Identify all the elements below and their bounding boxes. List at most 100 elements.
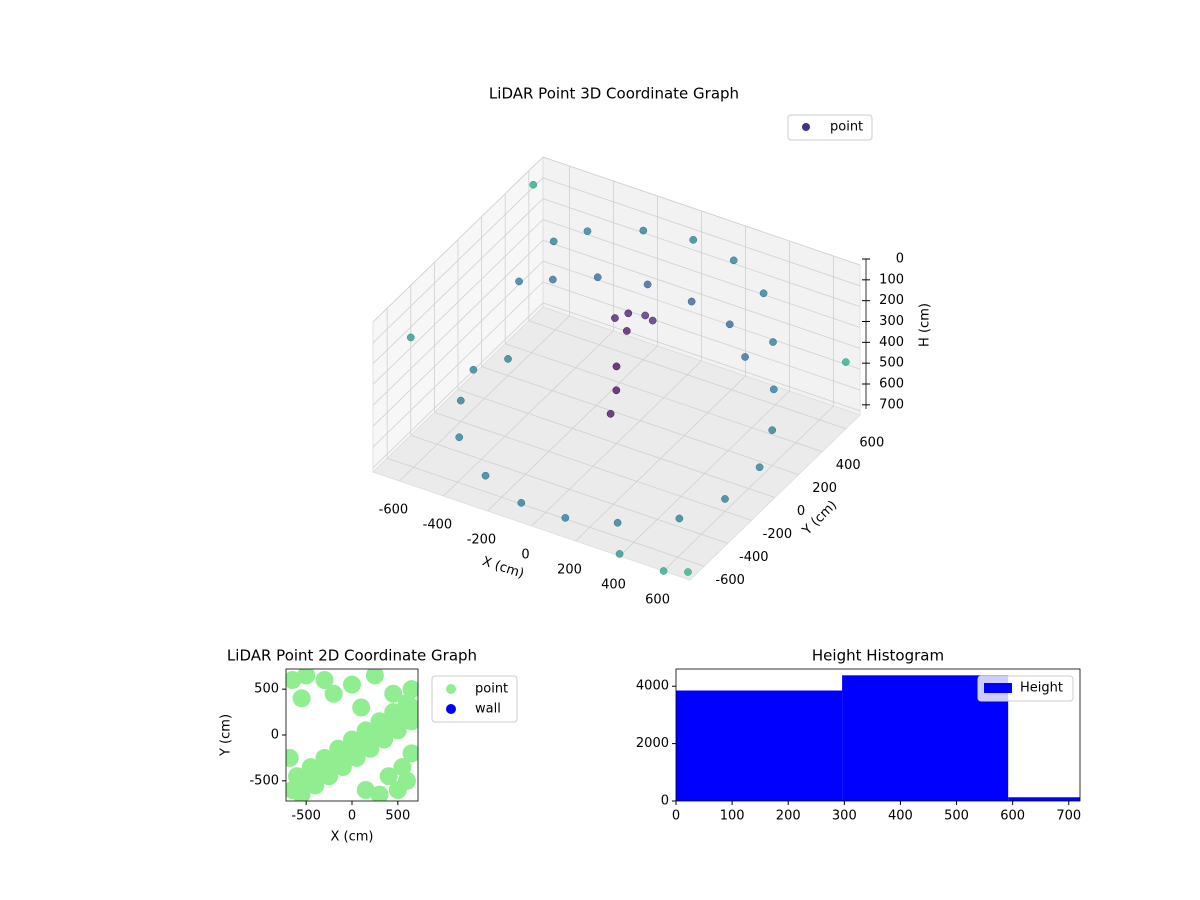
x-tick-label: -600 [379, 503, 409, 518]
y-tick-label: 2000 [636, 736, 669, 751]
point [622, 327, 631, 335]
point [759, 289, 768, 298]
point [402, 744, 418, 763]
point [388, 721, 407, 740]
z-tick-label: 200 [879, 293, 904, 308]
point [684, 568, 692, 576]
chart-title: Height Histogram [812, 647, 944, 665]
point [583, 227, 592, 236]
point [398, 693, 416, 712]
point [643, 280, 652, 289]
x-tick-label: 600 [645, 593, 670, 608]
x-tick-label: -400 [423, 518, 453, 533]
grid-line [410, 434, 728, 544]
point [689, 236, 698, 244]
point [402, 712, 418, 731]
point [624, 309, 633, 318]
grid-line [372, 198, 544, 364]
y-axis-label: Y (cm) [219, 714, 234, 757]
z-tick-label: 400 [879, 335, 904, 350]
legend-box [977, 675, 1074, 702]
chart-title: LiDAR Point 2D Coordinate Graph [227, 647, 477, 665]
grid-line [542, 219, 861, 328]
legend-label: Height [1020, 681, 1063, 696]
plot-area [286, 669, 418, 801]
point [329, 739, 348, 758]
point [606, 409, 615, 418]
point [324, 684, 343, 703]
legend-marker [802, 123, 810, 131]
x-tick-label: 0 [672, 809, 680, 824]
point [769, 338, 777, 346]
point [841, 358, 850, 366]
point [356, 781, 375, 799]
y-tick-label: -200 [763, 527, 793, 542]
x-tick-label: 100 [720, 809, 745, 824]
y-tick-label: 0 [661, 794, 669, 809]
point [755, 463, 764, 472]
point [729, 256, 738, 265]
point [639, 226, 648, 235]
legend: point wall [431, 675, 518, 723]
y-tick-label: 0 [271, 728, 279, 743]
point [352, 698, 371, 717]
z-tick-label: 0 [896, 252, 904, 267]
point [292, 689, 311, 708]
point [615, 550, 624, 558]
point [384, 684, 403, 703]
point [515, 277, 523, 286]
z-tick-label: 100 [879, 272, 904, 287]
point [297, 669, 316, 685]
point [356, 721, 375, 740]
grid-line [481, 366, 799, 475]
z-axis-label: H (cm) [918, 303, 933, 347]
y-tick-label: 0 [797, 504, 805, 519]
x-tick-label: 400 [601, 578, 626, 593]
point [320, 767, 339, 786]
point [687, 297, 696, 306]
legend: point [787, 114, 873, 141]
point [343, 675, 361, 694]
point [406, 333, 415, 342]
point [288, 767, 306, 786]
grid-line [542, 198, 861, 308]
point [612, 386, 621, 395]
x-tick-label: 0 [521, 548, 529, 563]
legend-marker [984, 683, 1012, 693]
z-tick-label: 700 [879, 397, 904, 412]
x-tick-label: 200 [776, 809, 801, 824]
point [675, 514, 684, 523]
grid-line [372, 240, 544, 406]
point [517, 499, 526, 507]
point [347, 748, 366, 767]
grid-line [372, 177, 544, 344]
legend-box [787, 114, 873, 141]
x-tick-label: 400 [888, 809, 913, 824]
legend: Height [977, 675, 1074, 702]
y-tick-label: 200 [812, 481, 837, 496]
x-tick-label: 600 [1000, 809, 1025, 824]
point [549, 275, 557, 284]
point [659, 567, 668, 575]
point [561, 514, 570, 522]
x-tick-label: -200 [467, 533, 497, 548]
legend-marker [446, 704, 456, 714]
z-tick-label: 300 [879, 314, 904, 329]
grid-line [372, 302, 544, 469]
point [648, 316, 657, 325]
point [361, 739, 380, 758]
x-tick-label: 0 [348, 809, 356, 824]
grid-line [457, 389, 776, 498]
point [375, 730, 394, 749]
grid-line [505, 343, 823, 453]
point [725, 320, 734, 329]
legend-marker [446, 684, 456, 694]
y-tick-label: -400 [739, 550, 769, 565]
point [456, 396, 465, 405]
y-tick-label: 4000 [636, 679, 669, 694]
grid-line [372, 260, 544, 427]
grid-line [372, 219, 544, 385]
grid-line [542, 239, 861, 349]
x-tick-label: 500 [385, 809, 410, 824]
